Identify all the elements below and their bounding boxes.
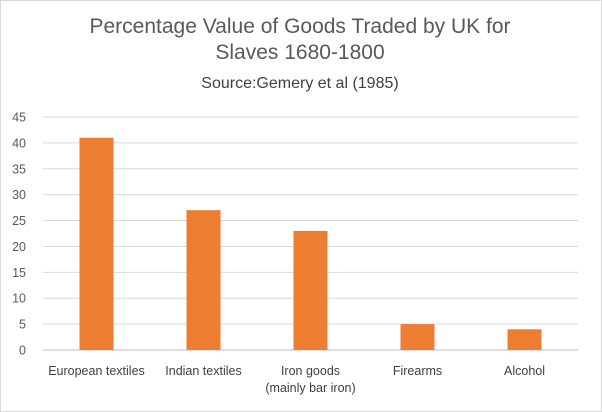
y-tick-label-45: 45 <box>12 111 26 125</box>
x-category-label-0: European textiles <box>48 364 145 378</box>
y-tick-label-10: 10 <box>12 292 26 306</box>
y-tick-label-15: 15 <box>12 266 26 280</box>
x-category-label-1: Indian textiles <box>165 364 241 378</box>
y-tick-label-35: 35 <box>12 162 26 176</box>
bar-1 <box>186 210 221 350</box>
y-tick-label-0: 0 <box>19 344 26 358</box>
chart-title-line-1: Percentage Value of Goods Traded by UK f… <box>89 15 511 38</box>
bar-4 <box>507 329 542 350</box>
y-tick-label-5: 5 <box>19 318 26 332</box>
chart-title-line-2: Slaves 1680-1800 <box>215 41 385 64</box>
bar-0 <box>79 137 114 350</box>
chart-subtitle: Source:Gemery et al (1985) <box>201 75 399 92</box>
y-tick-label-25: 25 <box>12 214 26 228</box>
x-category-label-2-line-0: Iron goods <box>281 364 340 378</box>
x-category-label-4: Alcohol <box>504 364 545 378</box>
bar-2 <box>293 230 328 350</box>
x-category-label-2-line-1: (mainly bar iron) <box>265 381 355 395</box>
chart-title: Percentage Value of Goods Traded by UK f… <box>0 14 600 66</box>
x-category-label-3: Firearms <box>393 364 442 378</box>
y-tick-label-20: 20 <box>12 240 26 254</box>
bar-3 <box>400 324 435 350</box>
y-tick-label-30: 30 <box>12 188 26 202</box>
y-tick-label-40: 40 <box>12 136 26 150</box>
